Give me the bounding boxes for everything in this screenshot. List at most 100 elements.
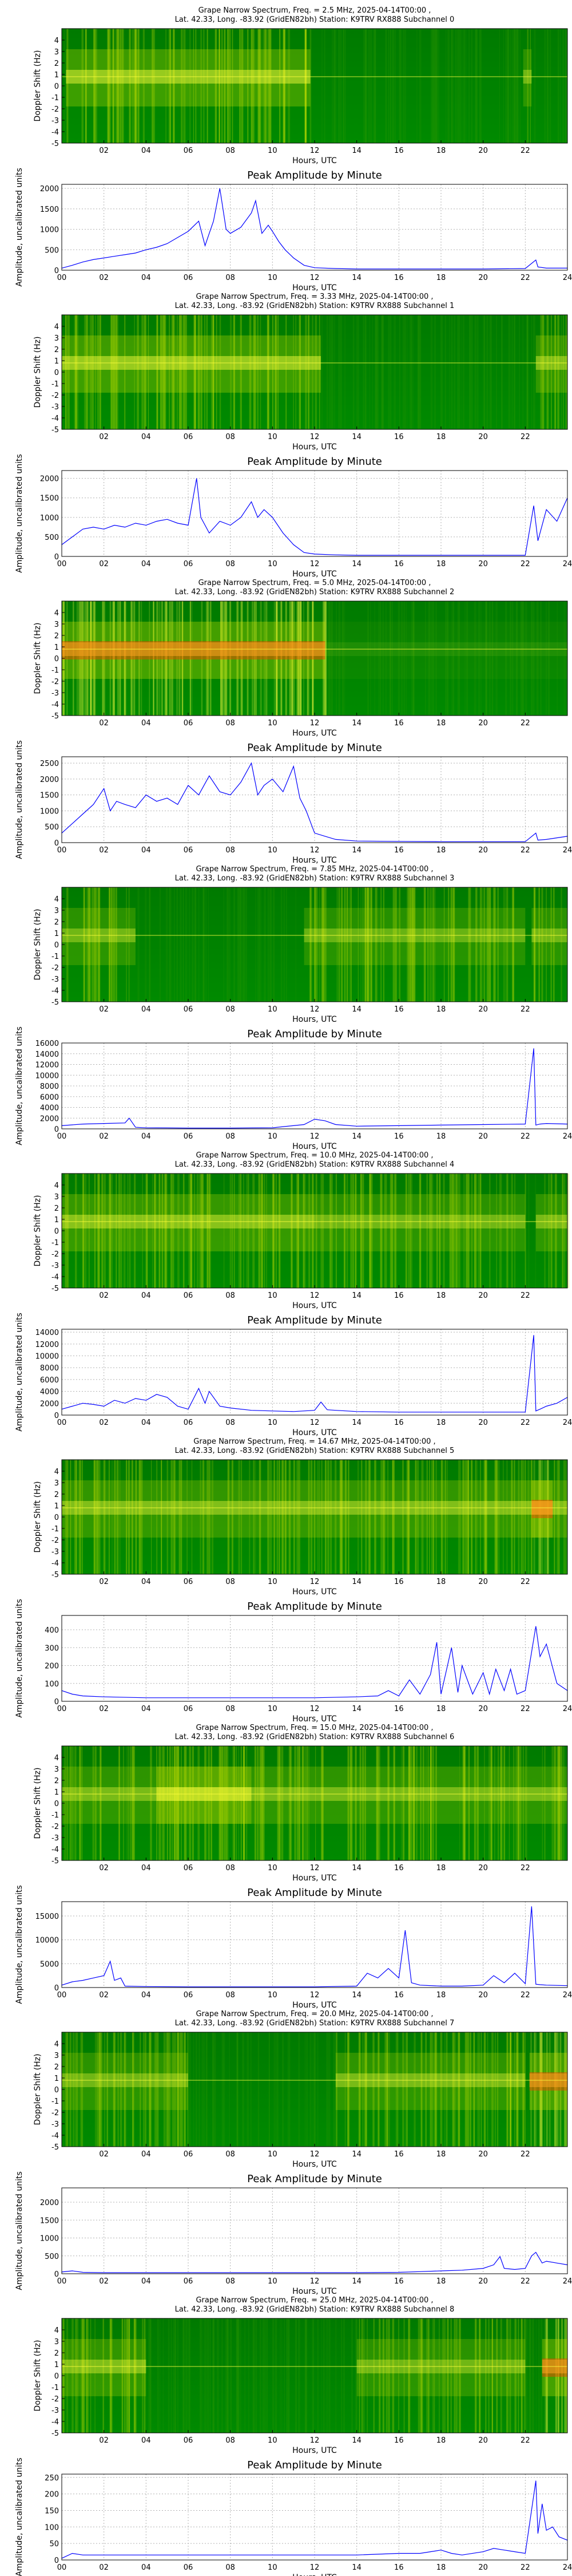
spectrogram-streak — [474, 1174, 476, 1288]
spectrogram-streak — [142, 29, 145, 143]
spectrogram-streak — [268, 2032, 270, 2147]
x-tick-label: 04 — [141, 1991, 151, 2000]
y-tick-label: -1 — [51, 953, 59, 961]
x-tick-label: 16 — [394, 1291, 404, 1300]
spectrogram-streak — [104, 1174, 106, 1288]
spectrogram-streak — [308, 601, 309, 716]
plot-frame — [61, 756, 568, 843]
spectrogram-streak — [247, 29, 249, 143]
spectrogram-streak — [428, 601, 430, 716]
spectrogram-streak — [281, 601, 283, 716]
spectrogram-streak — [310, 887, 312, 1002]
spectrogram-streak — [182, 887, 184, 1002]
spectrogram-streak — [477, 2032, 479, 2147]
spectrogram-streak — [447, 601, 448, 716]
spectrogram-streak — [267, 315, 269, 429]
spectrogram-streak — [291, 601, 294, 716]
spectrogram-streak — [320, 1746, 322, 1860]
amplitude-series-line — [61, 2251, 568, 2273]
x-tick-label: 02 — [99, 1705, 109, 1713]
x-tick-label: 16 — [394, 1578, 404, 1586]
spectrogram-streak — [458, 29, 460, 143]
spectrogram-streak — [154, 1174, 156, 1288]
spectrogram-streak — [240, 601, 243, 716]
spectrogram-streak — [240, 315, 242, 429]
spectrogram-streak — [535, 2318, 537, 2433]
spectrogram-streak — [306, 1746, 308, 1860]
spectrogram-streak — [109, 2318, 112, 2433]
spectrogram-streak — [86, 887, 89, 1002]
spectrogram-streak — [450, 1174, 452, 1288]
x-tick-label: 12 — [310, 1705, 320, 1713]
spectrogram-streak — [156, 1460, 158, 1574]
spectrogram-streak — [257, 1746, 259, 1860]
y-tick-label: 14000 — [35, 1050, 59, 1059]
spectrogram-streak — [371, 29, 372, 143]
x-tick-label: 04 — [141, 1291, 151, 1300]
spectrogram-streak — [340, 1460, 342, 1574]
spectrogram-streak — [375, 887, 376, 1002]
spectrogram-streak — [474, 1746, 476, 1860]
spectrogram-streak — [475, 2318, 478, 2433]
spectrogram-streak — [169, 29, 172, 143]
spectrogram-streak — [367, 601, 369, 716]
spectrogram-streak — [273, 601, 275, 716]
x-tick-label: 14 — [352, 2277, 362, 2286]
spectrogram-streak — [212, 2318, 214, 2433]
spectrogram-streak — [66, 29, 69, 143]
spectrogram-streak — [474, 2032, 475, 2147]
spectrogram-streak — [161, 601, 163, 716]
spectrogram-streak — [268, 29, 269, 143]
spectrogram-streak — [112, 29, 114, 143]
spectrogram-streak — [224, 1746, 225, 1860]
spectrogram-streak — [299, 601, 301, 716]
x-axis-label: Hours, UTC — [292, 2446, 337, 2455]
spectrogram-streak — [276, 601, 277, 716]
spectrogram-streak — [429, 601, 431, 716]
spectrogram-streak — [536, 601, 539, 716]
spectrogram-streak — [303, 601, 305, 716]
spectrogram-streak — [518, 1460, 520, 1574]
spectrogram-streak — [394, 315, 396, 429]
y-tick-label: -2 — [51, 1250, 59, 1259]
spectrogram-streak — [203, 887, 205, 1002]
y-tick-label: 250 — [45, 2474, 59, 2483]
spectrogram-streak — [550, 315, 553, 429]
spectrogram-streak — [192, 887, 194, 1002]
spectrogram-streak — [386, 1174, 387, 1288]
y-tick-label: 6000 — [40, 1376, 59, 1385]
spectrogram-streak — [157, 2032, 159, 2147]
x-tick-label: 22 — [521, 2150, 530, 2159]
spectrogram-streak — [251, 29, 254, 143]
spectrogram-streak — [305, 315, 307, 429]
spectrogram-streak — [400, 601, 403, 716]
spectrogram-activity-band — [62, 2053, 188, 2110]
y-tick-label: 4 — [54, 323, 59, 331]
x-tick-label: 18 — [436, 1419, 446, 1427]
spectrogram-streak — [128, 1746, 130, 1860]
spectrogram-streak — [344, 29, 346, 143]
spectrogram-streak — [128, 887, 130, 1002]
spectrogram-streak — [408, 1460, 410, 1574]
spectrogram-streak — [276, 2032, 279, 2147]
spectrogram-streak — [144, 2032, 146, 2147]
spectrogram-streak — [507, 1174, 509, 1288]
x-tick-label: 08 — [225, 2436, 235, 2445]
spectrogram-streak — [169, 1746, 171, 1860]
y-tick-label: 2 — [54, 346, 59, 354]
spectrogram-streak — [94, 29, 95, 143]
spectrogram-streak — [521, 601, 524, 716]
spectrogram-streak — [229, 2032, 231, 2147]
y-tick-label: -3 — [51, 1262, 59, 1270]
spectrogram-streak — [304, 2318, 307, 2433]
spectrogram-streak — [110, 315, 113, 429]
y-tick-label: 5000 — [40, 1960, 59, 1969]
spectrogram-streak — [366, 2032, 367, 2147]
spectrogram-streak — [65, 1460, 66, 1574]
spectrogram-streak — [193, 29, 194, 143]
spectrogram-streak — [431, 1174, 434, 1288]
spectrogram-streak — [110, 887, 113, 1002]
spectrogram-streak — [374, 29, 376, 143]
spectrogram-streak — [499, 29, 500, 143]
x-tick-label: 08 — [225, 147, 235, 155]
